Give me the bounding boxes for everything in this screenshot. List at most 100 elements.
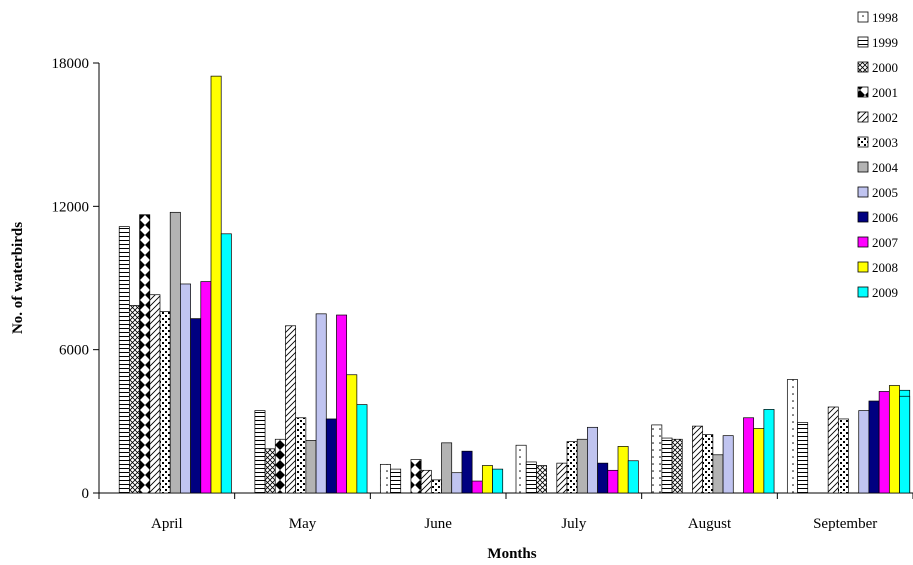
- bar-2004-july: [576, 438, 588, 494]
- bar-2008-september: [888, 385, 900, 494]
- legend-label-2004: 2004: [872, 160, 899, 175]
- bar-2002-april: [149, 294, 161, 494]
- y-axis-title: No. of waterbirds: [10, 222, 26, 334]
- bar-2007-june: [471, 480, 483, 494]
- bar-1998-july: [515, 444, 527, 494]
- legend-swatch-2004: [857, 161, 869, 173]
- legend-swatch-2005: [857, 186, 869, 198]
- bar-2007-april: [200, 281, 212, 494]
- x-tick-label: May: [289, 516, 317, 532]
- x-axis-title: Months: [487, 546, 536, 562]
- bar-2007-july: [607, 469, 619, 494]
- legend: 1998 1999 2000 2001 2002 2003 2004 2005 2006 2007…: [857, 10, 899, 300]
- bars: [118, 75, 911, 494]
- bar-2004-june: [441, 442, 453, 494]
- bar-2009-july: [627, 460, 639, 494]
- bar-2003-april: [159, 311, 171, 494]
- bar-2001-april: [139, 214, 151, 494]
- x-tick-label: August: [688, 516, 732, 532]
- bar-2004-may: [305, 440, 317, 494]
- bar-2006-september: [868, 400, 880, 494]
- legend-label-2003: 2003: [872, 135, 898, 150]
- x-tick-label: September: [813, 516, 877, 532]
- legend-swatch-1998: [857, 11, 869, 23]
- bar-2000-august: [671, 438, 683, 494]
- bar-2003-may: [295, 417, 307, 494]
- bar-2006-may: [325, 418, 337, 494]
- bar-2007-september: [878, 391, 890, 494]
- legend-label-2006: 2006: [872, 210, 899, 225]
- y-tick-label: 18000: [52, 56, 90, 72]
- bar-1998-august: [651, 424, 663, 494]
- bar-2005-august: [722, 435, 734, 494]
- bar-2001-june: [410, 459, 422, 494]
- bar-2005-july: [587, 426, 598, 494]
- legend-label-2002: 2002: [872, 110, 898, 125]
- bar-2009-may: [356, 404, 368, 494]
- bar-1999-july: [525, 461, 537, 494]
- bar-2003-june: [430, 479, 442, 494]
- bar-2005-june: [451, 472, 463, 494]
- bar-2008-july: [617, 446, 629, 494]
- y-tick-label: 0: [82, 486, 90, 502]
- bar-2009-august: [763, 409, 775, 494]
- bar-1999-september: [797, 422, 809, 494]
- bar-2008-june: [481, 465, 493, 494]
- bar-2009-june: [492, 468, 504, 494]
- bar-1999-may: [254, 410, 266, 494]
- legend-swatch-2008: [857, 261, 869, 273]
- legend-label-1999: 1999: [872, 35, 898, 50]
- bar-2003-september: [837, 418, 849, 494]
- bar-2002-june: [420, 469, 432, 494]
- bar-2009-april: [220, 233, 232, 494]
- legend-label-2005: 2005: [872, 185, 898, 200]
- legend-swatch-1999: [857, 36, 869, 48]
- legend-swatch-2009: [857, 286, 869, 298]
- x-ticks: April May June July August September: [98, 493, 913, 532]
- legend-label-2007: 2007: [872, 235, 899, 250]
- legend-label-2009: 2009: [872, 285, 898, 300]
- legend-swatch-2000: [857, 61, 869, 73]
- bar-2002-september: [827, 406, 839, 494]
- bar-2002-august: [692, 425, 704, 494]
- bar-2004-april: [169, 211, 181, 494]
- bar-2006-april: [190, 318, 202, 494]
- legend-label-2000: 2000: [872, 60, 898, 75]
- y-tick-label: 6000: [59, 343, 89, 359]
- bar-2000-may: [264, 448, 276, 494]
- bar-2003-august: [702, 434, 714, 494]
- bar-2000-july: [536, 465, 547, 494]
- bar-2008-may: [346, 374, 358, 494]
- x-tick-label: July: [561, 516, 587, 532]
- bar-1999-june: [390, 468, 402, 494]
- bar-1999-april: [118, 226, 130, 494]
- bar-2009-september: [899, 395, 911, 494]
- bar-2005-april: [180, 283, 191, 494]
- legend-swatch-2002: [857, 111, 869, 123]
- legend-label-2001: 2001: [872, 85, 898, 100]
- bar-2008-april: [210, 75, 222, 494]
- bar-2006-june: [461, 450, 473, 494]
- bar-2002-july: [556, 462, 568, 494]
- y-tick-label: 12000: [52, 199, 90, 215]
- bar-2005-september: [858, 410, 870, 494]
- bar-2007-may: [336, 314, 348, 494]
- legend-label-1998: 1998: [872, 10, 898, 25]
- bar-2005-may: [315, 313, 327, 494]
- bar-2008-august: [753, 428, 765, 494]
- bar-2006-july: [597, 462, 609, 494]
- bar-2007-august: [743, 417, 755, 494]
- y-ticks: 0 6000 12000 18000: [52, 56, 99, 502]
- bar-1999-august: [661, 437, 673, 494]
- legend-swatch-2003: [857, 136, 869, 148]
- bar-1998-june: [379, 463, 391, 494]
- bar-1998-september: [786, 379, 798, 494]
- x-tick-label: June: [424, 516, 452, 532]
- bar-2004-august: [712, 454, 724, 494]
- legend-swatch-2001: [857, 86, 869, 98]
- legend-swatch-2007: [857, 236, 869, 248]
- legend-swatch-2006: [857, 211, 869, 223]
- bar-2001-may: [274, 438, 286, 494]
